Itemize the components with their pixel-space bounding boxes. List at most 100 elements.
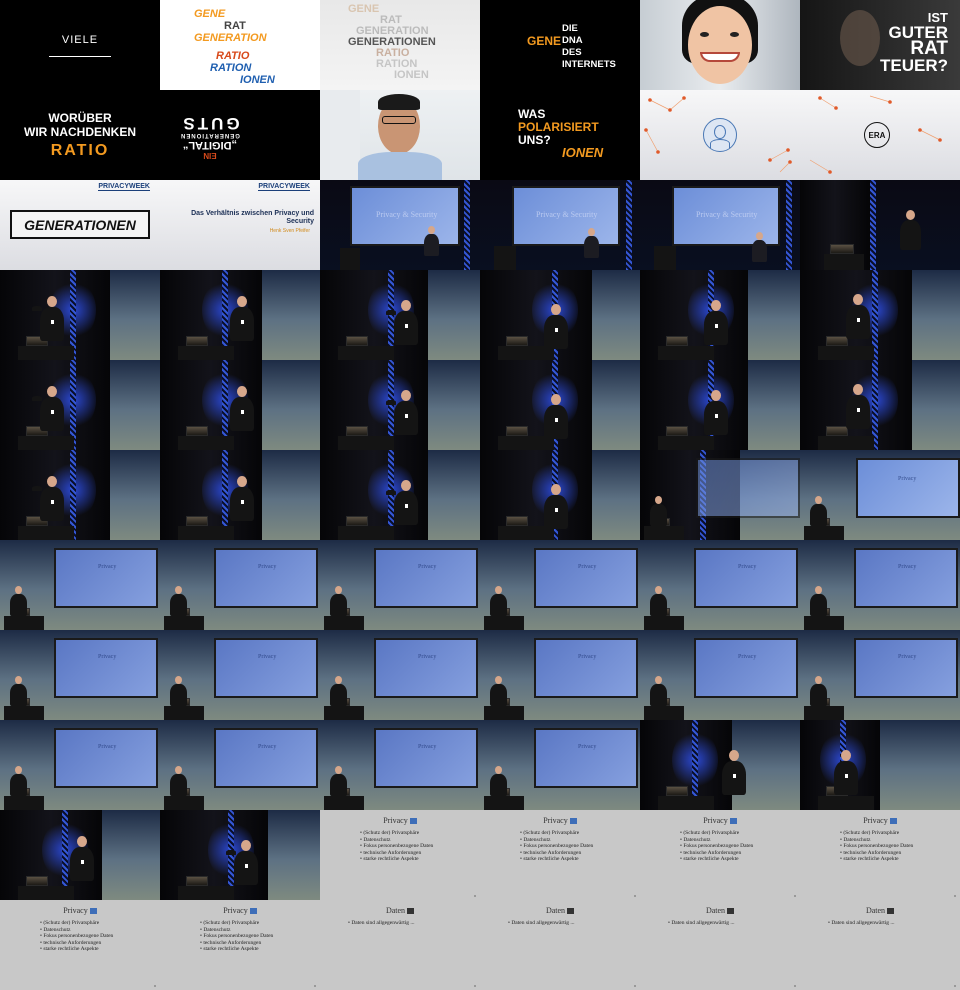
desk xyxy=(178,436,234,450)
laptop xyxy=(186,426,208,436)
desk xyxy=(824,254,864,270)
speaker-head xyxy=(655,676,662,684)
tile-speaker-frame xyxy=(0,810,160,900)
mirror-guts: GUTS xyxy=(180,114,240,133)
speaker-body xyxy=(846,395,870,429)
desk xyxy=(4,706,44,720)
desk xyxy=(484,706,524,720)
truss xyxy=(388,360,394,450)
speaker-body xyxy=(704,311,728,345)
speaker-body xyxy=(170,594,187,616)
screen-title: Privacy xyxy=(258,654,277,660)
laptop xyxy=(346,426,368,436)
slide-title: Privacy xyxy=(320,816,480,825)
tile-speaker-frame xyxy=(640,720,800,810)
laptop xyxy=(830,244,854,254)
speaker-head xyxy=(175,586,182,594)
speaker-body xyxy=(40,307,64,341)
desk xyxy=(818,346,874,360)
lanyard-badge xyxy=(857,318,860,322)
bullet-item: Fokus personenbezogene Daten xyxy=(520,843,593,850)
desk xyxy=(498,526,554,540)
speaker-head xyxy=(15,766,22,774)
slide-title: Daten xyxy=(320,906,480,915)
slide-footer-mark xyxy=(954,985,956,987)
desk xyxy=(324,706,364,720)
speaker-body xyxy=(10,684,27,706)
screen-title: Privacy xyxy=(898,564,917,570)
tile-screen-frame: Privacy xyxy=(160,540,320,630)
bullet-item: Fokus personenbezogene Daten xyxy=(200,933,273,940)
screen-title: Privacy xyxy=(418,564,437,570)
tile-speaker-frame xyxy=(800,360,960,450)
laptop xyxy=(666,426,688,436)
speaker-body xyxy=(230,487,254,521)
speaker-head xyxy=(47,476,57,487)
bullet-item: technische Anforderungen xyxy=(200,940,273,947)
lanyard-badge xyxy=(405,324,408,328)
generationen-text: GENERATIONEN xyxy=(24,216,136,233)
tile-photo-man xyxy=(320,90,480,180)
lanyard-badge xyxy=(555,418,558,422)
bullet-item: Datenschutz xyxy=(680,837,753,844)
bullet-item: starke rechtliche Aspekte xyxy=(40,946,113,953)
projection-screen: Privacy xyxy=(374,548,478,608)
tile-stage-1: Privacy & Security xyxy=(320,180,480,270)
tile-screen-frame: Privacy xyxy=(160,630,320,720)
desk xyxy=(804,526,844,540)
face xyxy=(688,6,752,84)
dna-des: DES xyxy=(562,47,582,58)
lanyard-badge xyxy=(715,414,718,418)
tile-speaker-frame xyxy=(160,450,320,540)
speaker-body xyxy=(846,305,870,339)
chat-icon xyxy=(569,818,577,825)
speaker-arm xyxy=(386,310,396,315)
bullet-item: Daten sind allgegenwärtig ... xyxy=(508,920,574,927)
privacyweek-logo: PRIVACYWEEK xyxy=(258,183,310,191)
screen-title: Privacy xyxy=(578,654,597,660)
chat-icon xyxy=(729,818,737,825)
speaker-body xyxy=(330,774,347,796)
projection-screen xyxy=(696,458,800,518)
save-icon xyxy=(567,908,575,915)
tile-screen-frame: Privacy xyxy=(320,540,480,630)
projection-screen: Privacy & Security xyxy=(512,186,620,246)
ghost-ratio: RATIO xyxy=(376,47,410,59)
slide-title: Daten xyxy=(640,906,800,915)
speaker-arm xyxy=(226,850,236,855)
bullet-list: Daten sind allgegenwärtig ... xyxy=(508,920,574,927)
truss xyxy=(222,450,228,540)
slide-footer-mark xyxy=(634,895,636,897)
bullet-item: starke rechtliche Aspekte xyxy=(520,856,593,863)
bullet-list: (Schutz der) PrivatsphäreDatenschutzFoku… xyxy=(840,830,913,863)
save-icon xyxy=(887,908,895,915)
tile-rat-teuer: IST GUTER RAT TEUER? xyxy=(800,0,960,90)
bullet-item: Datenschutz xyxy=(840,837,913,844)
tile-speaker-frame xyxy=(640,360,800,450)
desk xyxy=(658,346,714,360)
speaker-body xyxy=(394,491,418,525)
word-teuer: TEUER? xyxy=(880,56,948,75)
screen-title: Privacy xyxy=(418,744,437,750)
desk xyxy=(818,436,874,450)
desk xyxy=(644,616,684,630)
screen-title: Privacy xyxy=(98,654,117,660)
speaker-head xyxy=(335,586,342,594)
desk xyxy=(164,706,204,720)
bullet-item: Datenschutz xyxy=(40,927,113,934)
slide-footer-mark xyxy=(794,985,796,987)
tile-privacy-slide: Privacy (Schutz der) PrivatsphäreDatensch… xyxy=(480,810,640,900)
tile-privacy-slide: Privacy (Schutz der) PrivatsphäreDatensch… xyxy=(0,900,160,990)
tile-speaker-frame xyxy=(160,270,320,360)
tile-speaker-frame xyxy=(160,360,320,450)
tile-speaker-frame xyxy=(0,360,160,450)
tile-privacy-slide: Privacy (Schutz der) PrivatsphäreDatensch… xyxy=(160,900,320,990)
speaker-name: Henk Sven Pfeifer xyxy=(269,228,310,234)
screen-title: Privacy xyxy=(578,564,597,570)
screen-title: Privacy & Security xyxy=(696,210,758,219)
tile-screen-frame xyxy=(640,450,800,540)
speaker-arm xyxy=(386,400,396,405)
lanyard-badge xyxy=(857,408,860,412)
desk xyxy=(484,796,524,810)
